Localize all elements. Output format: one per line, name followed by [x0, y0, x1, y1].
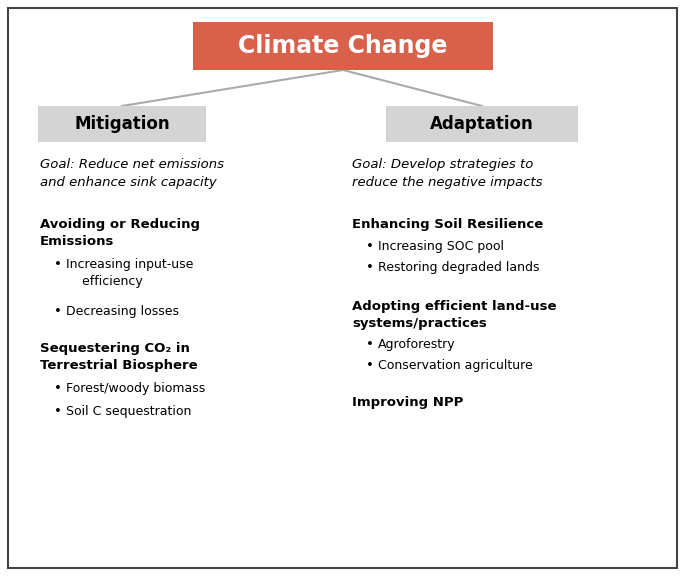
Text: Goal: Develop strategies to
reduce the negative impacts: Goal: Develop strategies to reduce the n…	[352, 158, 543, 189]
Text: Increasing SOC pool: Increasing SOC pool	[378, 240, 504, 253]
Text: •: •	[54, 382, 62, 395]
Text: Adopting efficient land-use
systems/practices: Adopting efficient land-use systems/prac…	[352, 300, 556, 330]
Text: Improving NPP: Improving NPP	[352, 396, 463, 409]
Text: •: •	[366, 261, 374, 274]
Text: •: •	[366, 359, 374, 372]
Text: Enhancing Soil Resilience: Enhancing Soil Resilience	[352, 218, 543, 231]
Text: Agroforestry: Agroforestry	[378, 338, 456, 351]
Text: •: •	[54, 258, 62, 271]
Text: Mitigation: Mitigation	[74, 115, 170, 133]
FancyBboxPatch shape	[8, 8, 677, 568]
Text: Forest/woody biomass: Forest/woody biomass	[66, 382, 206, 395]
Text: Goal: Reduce net emissions
and enhance sink capacity: Goal: Reduce net emissions and enhance s…	[40, 158, 224, 189]
Text: •: •	[366, 338, 374, 351]
Text: Climate Change: Climate Change	[238, 34, 448, 58]
Text: •: •	[54, 405, 62, 418]
Text: Avoiding or Reducing
Emissions: Avoiding or Reducing Emissions	[40, 218, 200, 248]
FancyBboxPatch shape	[193, 22, 493, 70]
Text: Decreasing losses: Decreasing losses	[66, 305, 179, 317]
FancyBboxPatch shape	[386, 106, 578, 142]
Text: Sequestering CO₂ in
Terrestrial Biosphere: Sequestering CO₂ in Terrestrial Biospher…	[40, 342, 198, 372]
Text: Soil C sequestration: Soil C sequestration	[66, 405, 191, 418]
Text: •: •	[366, 240, 374, 253]
Text: Restoring degraded lands: Restoring degraded lands	[378, 261, 540, 274]
FancyBboxPatch shape	[38, 106, 206, 142]
Text: Increasing input-use
    efficiency: Increasing input-use efficiency	[66, 258, 193, 288]
Text: •: •	[54, 305, 62, 317]
Text: Conservation agriculture: Conservation agriculture	[378, 359, 533, 372]
Text: Adaptation: Adaptation	[430, 115, 534, 133]
